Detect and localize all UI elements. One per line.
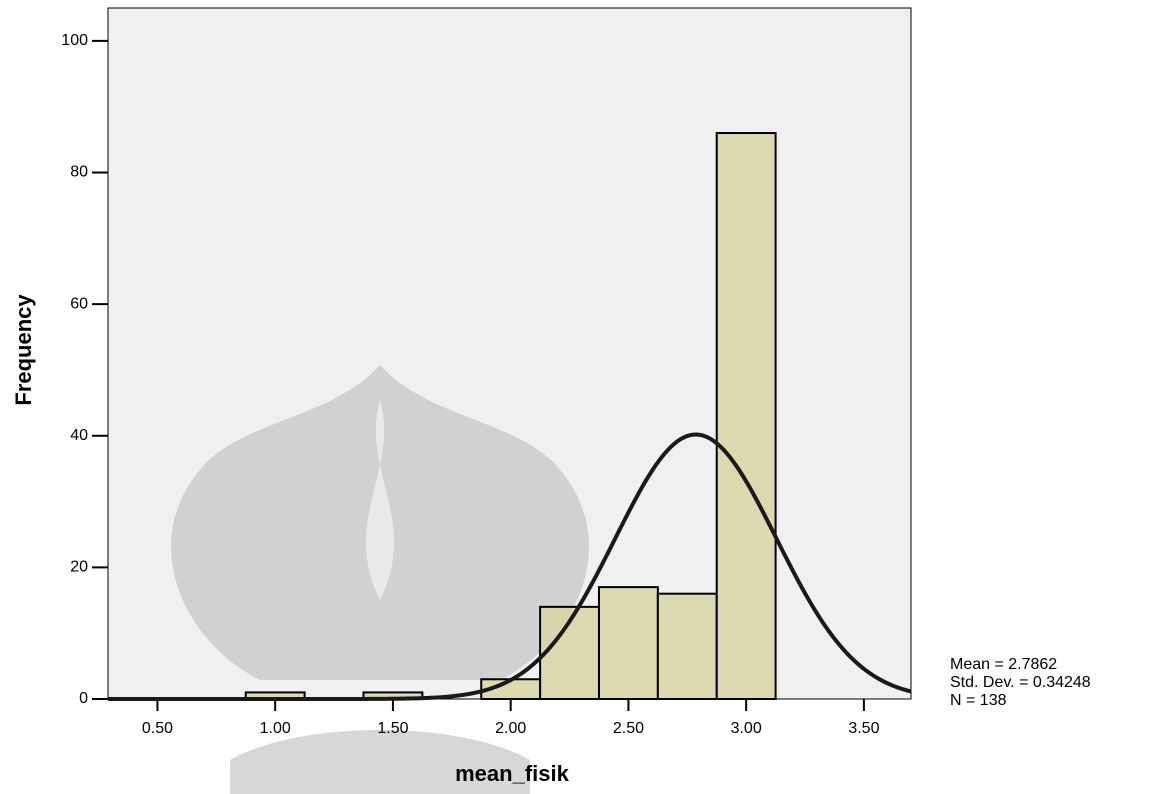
y-tick-label: 0 [79, 690, 88, 707]
bar [715, 132, 777, 701]
stat-text: Mean = 2.7862 [950, 656, 1057, 673]
watermark [171, 365, 589, 794]
bar [597, 586, 659, 700]
stat-text: N = 138 [950, 692, 1007, 709]
x-tick-label: 2.00 [495, 720, 526, 737]
bar [656, 592, 718, 701]
normal-curve [108, 432, 912, 701]
y-tick-label: 20 [70, 559, 88, 576]
x-tick-label: 3.00 [731, 720, 762, 737]
y-tick-label: 100 [61, 32, 88, 49]
x-tick-label: 1.00 [260, 720, 291, 737]
stat-text: Std. Dev. = 0.34248 [950, 674, 1091, 691]
x-tick-label: 1.50 [377, 720, 408, 737]
x-tick-label: 3.50 [848, 720, 879, 737]
x-tick-label: 2.50 [613, 720, 644, 737]
x-tick-label: 0.50 [142, 720, 173, 737]
x-axis-title: mean_fisik [455, 761, 569, 786]
y-tick-label: 40 [70, 427, 88, 444]
y-tick-label: 60 [70, 295, 88, 312]
y-tick-label: 80 [70, 164, 88, 181]
y-axis-title: Frequency [11, 294, 36, 406]
